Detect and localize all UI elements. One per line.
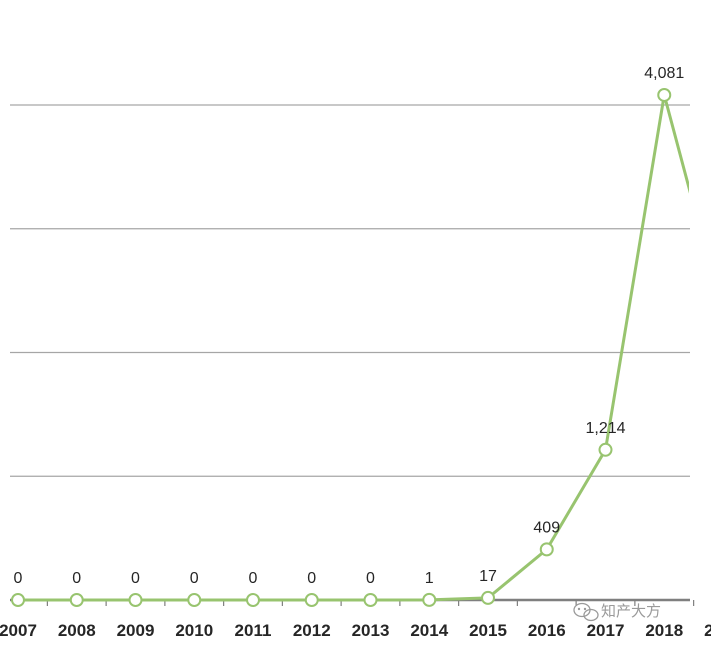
- data-label: 409: [533, 519, 560, 536]
- x-tick-label: 2019: [704, 621, 711, 640]
- grid-lines: [10, 104, 690, 477]
- data-point: [11, 593, 25, 607]
- x-tick-label: 2013: [352, 621, 390, 640]
- data-point: [539, 542, 554, 557]
- data-label: 4,081: [644, 65, 684, 82]
- data-label: 0: [14, 570, 23, 587]
- data-label: 0: [72, 570, 81, 587]
- data-label: 1: [425, 570, 434, 587]
- data-label: 0: [131, 570, 140, 587]
- x-tick-label: 2018: [645, 621, 683, 640]
- data-label: 0: [366, 570, 375, 587]
- data-point: [187, 593, 202, 607]
- data-point: [598, 442, 613, 457]
- data-point: [246, 593, 260, 607]
- data-labels: 0 0 0 0 0 0 0 1 17 409 1,214 4,081: [14, 65, 685, 587]
- x-tick-label: 2015: [469, 621, 507, 640]
- data-label: 1,214: [585, 420, 625, 437]
- x-tick-label: 2016: [528, 621, 566, 640]
- watermark: 知产大方: [573, 602, 661, 622]
- x-tick-label: 2007: [0, 621, 37, 640]
- x-tick-label: 2012: [293, 621, 331, 640]
- data-point: [69, 593, 84, 607]
- x-tick-label: 2009: [117, 621, 155, 640]
- data-point: [304, 593, 319, 607]
- data-label: 0: [249, 570, 258, 587]
- data-point: [422, 592, 437, 607]
- data-point: [128, 593, 143, 607]
- data-point: [657, 87, 672, 102]
- data-label: 0: [307, 570, 316, 587]
- data-label: 0: [190, 570, 199, 587]
- x-tick-label: 2017: [587, 621, 625, 640]
- data-label: 17: [479, 568, 497, 585]
- data-point: [481, 590, 495, 605]
- x-tick-label: 2008: [58, 621, 96, 640]
- data-point: [363, 593, 378, 607]
- data-series: [11, 87, 689, 607]
- x-tick-label: 2011: [235, 621, 272, 640]
- x-tick-label: 2014: [410, 621, 448, 640]
- series-line: [16, 93, 689, 602]
- wechat-icon: [573, 602, 599, 622]
- x-tick-label: 2010: [175, 621, 213, 640]
- watermark-text: 知产大方: [601, 603, 661, 620]
